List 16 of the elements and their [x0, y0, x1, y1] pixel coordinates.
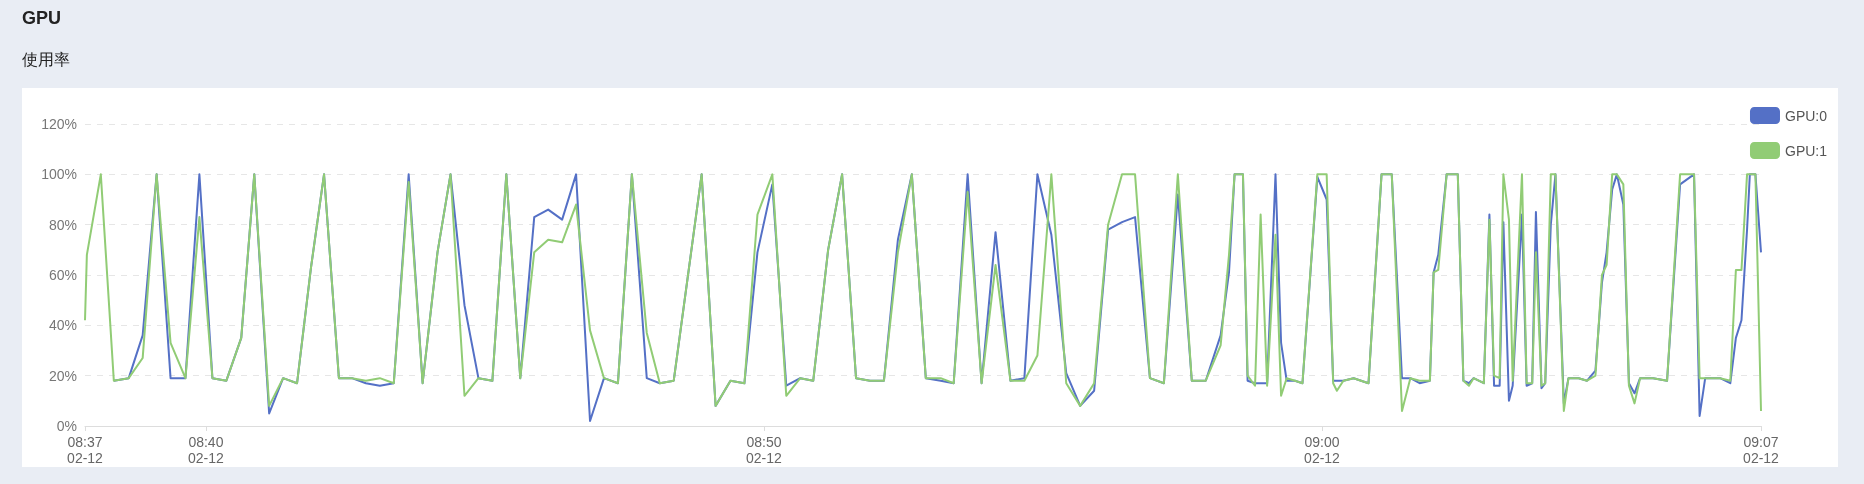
y-tick-label: 60% — [48, 267, 77, 283]
y-tick-label: 80% — [48, 216, 77, 233]
legend-label: GPU:1 — [1784, 142, 1828, 159]
y-tick-label: 100% — [41, 166, 77, 183]
legend-label: GPU:0 — [1784, 107, 1828, 124]
x-tick-label: 08:50 02-12 — [746, 434, 783, 466]
x-tick-label: 08:40 02-12 — [188, 434, 225, 466]
chart-title: GPU — [22, 8, 62, 29]
x-tick-label: 08:37 02-12 — [67, 434, 104, 466]
x-tick-label: 09:00 02-12 — [1304, 434, 1341, 466]
y-tick-label: 40% — [48, 317, 77, 334]
y-tick-label: 20% — [48, 367, 77, 384]
x-tick-label: 09:07 02-12 — [1743, 434, 1780, 466]
y-tick-label: 0% — [56, 418, 77, 434]
y-tick-label: 120% — [41, 116, 77, 132]
chart-subtitle: 使用率 — [22, 50, 70, 70]
